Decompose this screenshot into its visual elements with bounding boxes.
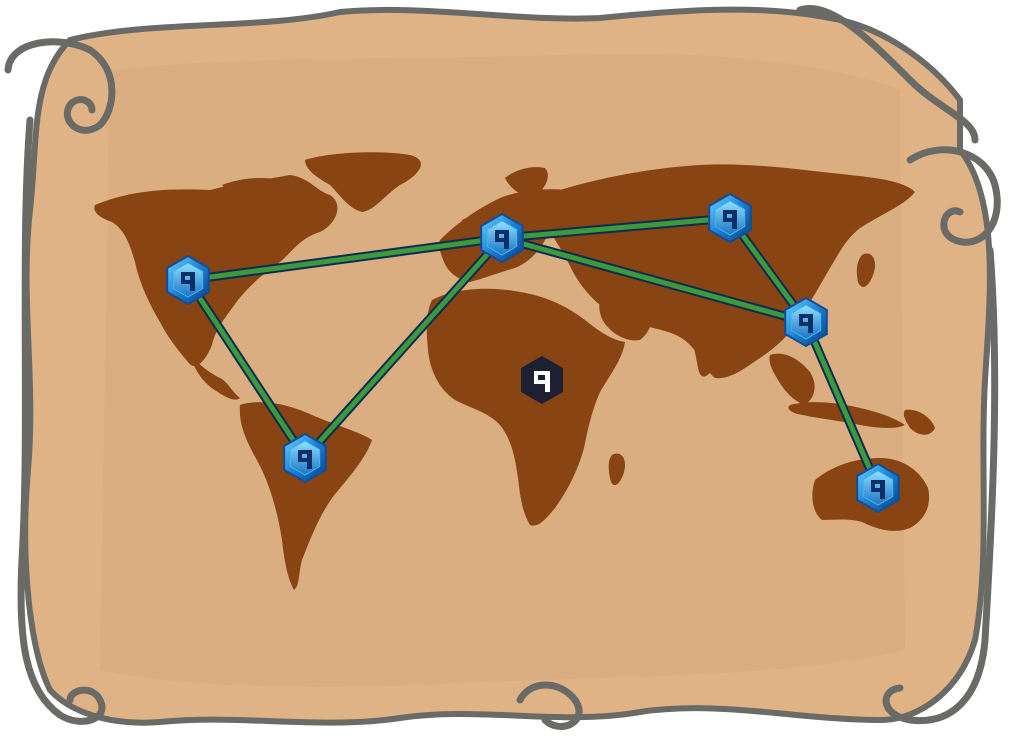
node-europe[interactable] [480, 212, 524, 264]
scroll-curl-left [4, 38, 116, 725]
node-north-america[interactable] [166, 254, 210, 306]
node-east-asia[interactable] [784, 296, 828, 348]
q-glyph [871, 480, 885, 499]
q-glyph [799, 314, 813, 333]
link-fill [185, 235, 505, 283]
land-asia [548, 164, 915, 379]
land-arctic-islands [222, 177, 285, 196]
center-logo [521, 356, 563, 404]
link-south-america-europe [300, 233, 507, 463]
land-southeast-asia [769, 353, 815, 405]
scroll-curl-right [882, 146, 1001, 725]
link-europe-russia [497, 213, 735, 243]
land-north-america [94, 175, 338, 366]
node-australia[interactable] [856, 462, 900, 514]
link-europe-east-asia [497, 233, 811, 327]
land-madagascar [608, 453, 626, 486]
node-south-america[interactable] [283, 432, 327, 484]
link-fill [499, 215, 733, 241]
q-glyph [495, 230, 509, 249]
q-glyph [723, 210, 737, 229]
link-north-america-south-america [183, 275, 310, 463]
land-arabia [599, 298, 652, 341]
q-glyph [298, 450, 312, 469]
land-japan [856, 253, 876, 287]
scroll-fold-top-right [796, 5, 979, 144]
land-south-america [239, 402, 372, 590]
link-fill [302, 235, 505, 461]
q-glyph [181, 272, 195, 291]
scroll-fold-bottom [516, 681, 583, 730]
continents [94, 152, 935, 590]
network-links [183, 213, 883, 493]
link-north-america-europe [183, 233, 507, 285]
link-fill [803, 319, 881, 491]
land-africa [426, 288, 625, 526]
land-greenland [305, 152, 421, 212]
land-new-zealand [903, 409, 935, 435]
link-fill [185, 277, 308, 461]
land-india [685, 299, 729, 377]
land-uk [462, 218, 477, 238]
node-russia[interactable] [708, 192, 752, 244]
q-logo-glyph [534, 371, 550, 392]
link-east-asia-australia [801, 317, 883, 493]
network-nodes [166, 192, 900, 514]
link-fill [499, 235, 809, 325]
land-scandinavia [505, 167, 548, 197]
land-central-america [190, 355, 240, 400]
